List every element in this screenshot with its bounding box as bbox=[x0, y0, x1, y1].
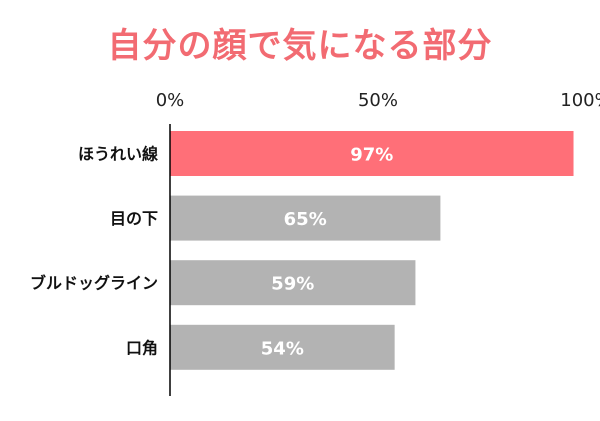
bar bbox=[170, 195, 441, 241]
bar-value-label: 59% bbox=[271, 274, 314, 295]
category-label: ほうれい線 bbox=[78, 145, 158, 164]
bar bbox=[170, 324, 395, 370]
category-label: ブルドッグライン bbox=[30, 274, 158, 293]
x-tick-label: 0% bbox=[156, 90, 185, 111]
chart-title: 自分の顔で気になる部分 bbox=[107, 26, 493, 66]
bar-value-label: 65% bbox=[284, 209, 327, 230]
category-label: 口角 bbox=[126, 338, 158, 357]
category-label: 目の下 bbox=[110, 209, 158, 228]
bar bbox=[170, 131, 574, 176]
bar-value-label: 97% bbox=[350, 145, 393, 166]
x-tick-label: 100% bbox=[560, 90, 600, 111]
bar bbox=[170, 260, 416, 306]
bar-value-label: 54% bbox=[261, 338, 304, 359]
x-tick-label: 50% bbox=[358, 90, 398, 111]
